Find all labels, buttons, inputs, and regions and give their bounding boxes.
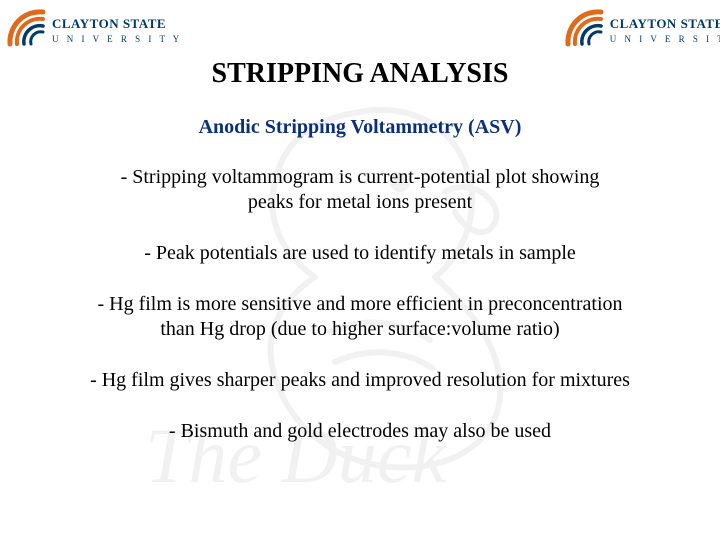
logo-arc-icon <box>4 6 48 55</box>
bullet-1-line1: - Stripping voltammogram is current-pote… <box>121 166 600 188</box>
logo-arc-icon <box>562 6 606 55</box>
bullet-3-line2: than Hg drop (due to higher surface:volu… <box>160 318 559 340</box>
logo-name-line1: CLAYTON STATE <box>52 16 166 31</box>
slide-subtitle: Anodic Stripping Voltammetry (ASV) <box>20 116 700 139</box>
bullet-5: - Bismuth and gold electrodes may also b… <box>20 419 700 444</box>
bullet-2: - Peak potentials are used to identify m… <box>20 241 700 266</box>
logo-name-line1: CLAYTON STATE <box>610 16 720 31</box>
bullet-3: - Hg film is more sensitive and more eff… <box>20 292 700 342</box>
bullet-1: - Stripping voltammogram is current-pote… <box>20 165 700 215</box>
bullet-2-line1: - Peak potentials are used to identify m… <box>144 242 576 264</box>
logo-text-right: CLAYTON STATE U N I V E R S I T Y <box>610 17 720 44</box>
slide-title: STRIPPING ANALYSIS <box>20 58 700 90</box>
logo-top-left: CLAYTON STATE U N I V E R S I T Y <box>4 6 182 55</box>
bullet-3-line1: - Hg film is more sensitive and more eff… <box>97 293 622 315</box>
bullet-5-line1: - Bismuth and gold electrodes may also b… <box>169 420 551 442</box>
bullet-4: - Hg film gives sharper peaks and improv… <box>20 368 700 393</box>
slide-body: STRIPPING ANALYSIS Anodic Stripping Volt… <box>0 0 720 540</box>
bullet-1-line2: peaks for metal ions present <box>248 191 472 213</box>
logo-top-right: CLAYTON STATE U N I V E R S I T Y <box>562 6 720 55</box>
bullet-4-line1: - Hg film gives sharper peaks and improv… <box>90 369 630 391</box>
logo-name-line2: U N I V E R S I T Y <box>610 34 720 44</box>
logo-text-left: CLAYTON STATE U N I V E R S I T Y <box>52 17 182 44</box>
logo-name-line2: U N I V E R S I T Y <box>52 34 182 44</box>
